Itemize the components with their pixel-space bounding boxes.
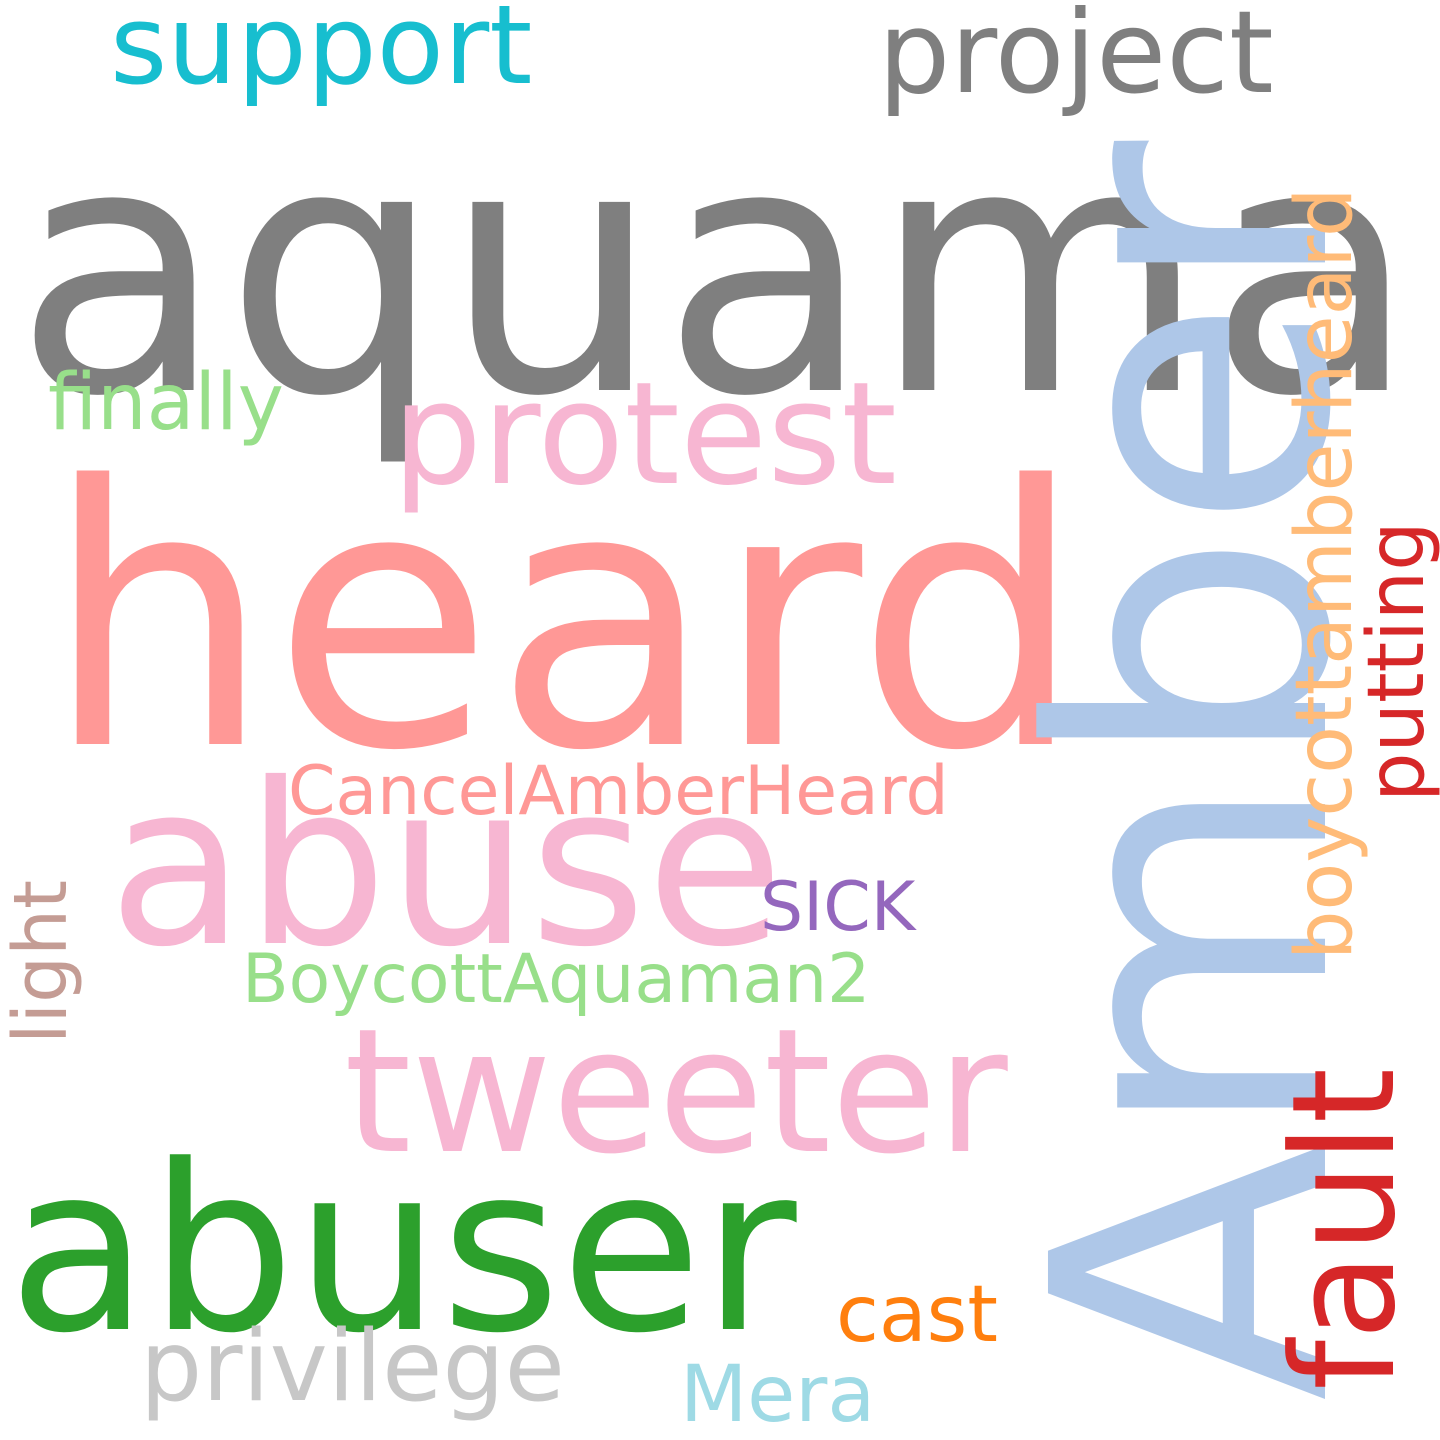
word-sick: SICK	[760, 868, 916, 947]
word-support: support	[110, 0, 533, 109]
word-protest: protest	[392, 352, 897, 517]
word-heard: heard	[44, 410, 1085, 829]
word-fault: fault	[1262, 1067, 1427, 1390]
word-cancelamberheard: CancelAmberHeard	[288, 752, 949, 831]
word-tweeter: tweeter	[344, 991, 1008, 1192]
word-finally: finally	[48, 358, 284, 448]
word-abuser: abuser	[8, 1117, 797, 1384]
word-boycottaquaman2: BoycottAquaman2	[242, 940, 871, 1019]
word-aquaman: aquaman	[14, 72, 1440, 472]
word-mera: Mera	[680, 1350, 876, 1440]
word-light: light	[0, 879, 84, 1044]
word-privilege: privilege	[140, 1310, 565, 1424]
word-cast: cast	[836, 1270, 998, 1360]
word-project: project	[878, 0, 1274, 119]
word-putting: putting	[1352, 521, 1440, 802]
word-abuse: abuse	[108, 735, 784, 996]
